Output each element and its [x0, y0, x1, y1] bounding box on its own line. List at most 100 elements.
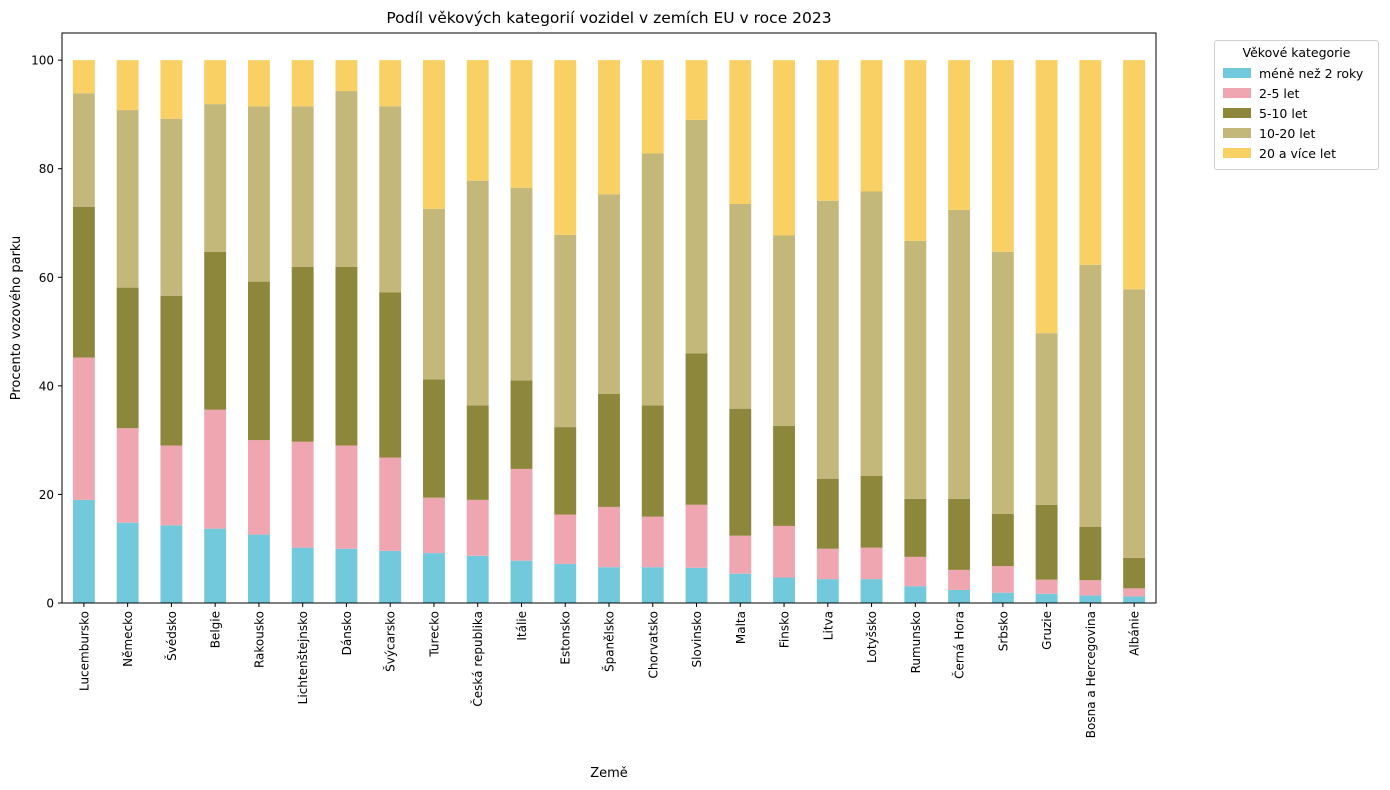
x-tick-label: Černá Hora	[952, 611, 967, 679]
bar-segment	[685, 119, 708, 354]
bar-segment	[379, 550, 402, 603]
bar-segment	[423, 553, 445, 603]
bar-segment	[685, 60, 708, 120]
bar-segment	[335, 548, 358, 603]
bar-segment	[948, 60, 971, 210]
bar-segment	[466, 60, 489, 181]
bar-segment	[160, 118, 183, 296]
legend-label: 2-5 let	[1259, 85, 1300, 101]
bar-segment	[816, 60, 839, 201]
plot-frame	[61, 32, 1157, 604]
bar-segment	[1079, 580, 1102, 596]
legend-swatch	[1223, 108, 1251, 118]
x-tick-label: Malta	[734, 611, 748, 644]
bar-segment	[116, 60, 139, 111]
bar-segment	[247, 440, 270, 535]
bar-segment	[379, 292, 402, 458]
bar-segment	[729, 204, 752, 409]
bar-segment	[291, 106, 314, 267]
bar-segment	[72, 93, 95, 207]
legend-swatch	[1223, 128, 1251, 138]
bar-segment	[598, 506, 620, 568]
x-tick-label: Španělsko	[602, 611, 617, 672]
legend-label: 20 a více let	[1259, 145, 1336, 161]
bar-segment	[160, 295, 183, 446]
bar-segment	[641, 516, 664, 568]
x-tick-label: Estonsko	[559, 611, 573, 665]
bar-segment	[904, 498, 927, 557]
x-tick-label: Rakousko	[252, 611, 266, 668]
y-tick-label: 20	[39, 488, 54, 502]
x-tick-label: Srbsko	[996, 611, 1010, 651]
bar-segment	[1123, 557, 1146, 589]
legend-item: 5-10 let	[1223, 103, 1370, 123]
bar-segment	[729, 573, 752, 603]
bar-segment	[510, 468, 533, 561]
legend-swatch	[1223, 88, 1251, 98]
bar-segment	[816, 478, 839, 549]
bar-segment	[291, 266, 314, 442]
bar-segment	[204, 104, 227, 252]
bar-segment	[991, 60, 1014, 252]
bar-segment	[641, 567, 664, 603]
bar-segment	[510, 380, 533, 469]
x-tick-label: Litva	[821, 611, 835, 640]
bar-segment	[466, 555, 489, 603]
bar-segment	[554, 234, 577, 428]
bar-segment	[860, 579, 883, 603]
bar-segment	[641, 405, 664, 517]
x-tick-label: Dánsko	[340, 611, 354, 655]
y-tick-label: 80	[39, 162, 54, 176]
bar-segment	[948, 498, 971, 570]
legend-title: Věkové kategorie	[1242, 45, 1351, 60]
bar-segment	[1079, 527, 1102, 581]
bar-segment	[554, 514, 577, 564]
bar-segment	[72, 60, 95, 94]
bar-segment	[685, 353, 708, 505]
bar-segment	[1079, 595, 1102, 603]
bar-segment	[379, 60, 402, 107]
bar-segment	[466, 180, 489, 406]
bar-segment	[948, 589, 971, 603]
bar-segment	[72, 206, 95, 358]
bar-segment	[685, 567, 708, 603]
legend-label: 10-20 let	[1259, 125, 1316, 141]
bar-segment	[160, 445, 183, 526]
bar-segment	[247, 281, 270, 441]
x-axis: Lucembursko Německo Švédsko Belgie Rakousko L…	[77, 603, 1142, 738]
bar-segment	[116, 287, 139, 429]
bar-segment	[335, 60, 358, 92]
bar-segment	[247, 534, 270, 603]
bar-segment	[247, 60, 270, 107]
x-tick-label: Lichtenštejnsko	[296, 611, 310, 704]
bar-segment	[816, 579, 839, 603]
bar-segment	[423, 208, 445, 380]
legend-item: 20 a více let	[1223, 143, 1370, 163]
x-tick-label: Belgie	[209, 611, 223, 648]
bar-segment	[1035, 579, 1058, 594]
bar-segment	[860, 547, 883, 580]
bar-segment	[1123, 596, 1146, 603]
bar-segment	[1079, 264, 1102, 527]
legend-label: 5-10 let	[1259, 105, 1308, 121]
x-tick-label: Bosna a Hercegovina	[1084, 611, 1098, 738]
y-axis-label: Procento vozového parku	[9, 236, 24, 401]
bar-segment	[466, 405, 489, 500]
x-tick-label: Finsko	[778, 611, 792, 648]
x-tick-label: Švýcarsko	[383, 611, 398, 672]
bar-segment	[554, 60, 577, 235]
bar-segment	[904, 240, 927, 499]
bar-segment	[379, 457, 402, 551]
bar-segment	[510, 187, 533, 381]
x-tick-label: Lotyšsko	[865, 611, 879, 663]
legend-swatch	[1223, 68, 1251, 78]
bar-segment	[510, 560, 533, 603]
legend: Věkové kategorie méně než 2 roky 2-5 let…	[1214, 40, 1379, 170]
y-tick-label: 40	[39, 379, 54, 393]
bar-segment	[204, 251, 227, 410]
x-tick-label: Česká republika	[470, 611, 485, 707]
legend-item: 2-5 let	[1223, 83, 1370, 103]
x-tick-label: Německo	[121, 611, 135, 667]
x-tick-label: Gruzie	[1040, 611, 1054, 650]
